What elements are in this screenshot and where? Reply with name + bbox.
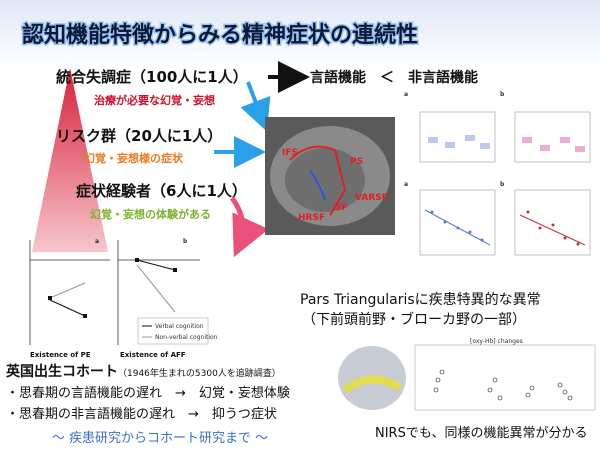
figure-label: [oxy-Hb] changes	[470, 338, 523, 345]
panel-label: a	[404, 181, 408, 188]
level-label: 統合失調症（100人に1人）	[56, 68, 248, 86]
panel-label: a	[404, 91, 408, 98]
cohort-name: 英国出生コホート	[5, 363, 118, 380]
level-label: 症状経験者（6人に1人）	[76, 182, 247, 200]
brain-label: HRSF	[298, 213, 325, 223]
cohort-note: （1946年生まれの5300人を追跡調査）	[118, 367, 281, 379]
level-note: 治療が必要な幻覚・妄想	[94, 93, 215, 107]
panel-label: b	[500, 181, 505, 188]
finding: Pars Triangularisに疾患特異的な異常	[300, 292, 541, 308]
axis-label: Existence of AFF	[120, 351, 186, 359]
brain-label: SF	[335, 203, 348, 213]
brain-image: IFS PS SF HRSF VARSF	[265, 117, 395, 235]
cohort-item: ・思春期の言語機能の遅れ → 幻覚・妄想体験	[6, 385, 290, 401]
panel-label: a	[95, 238, 99, 245]
cohort-footer: 〜 疾患研究からコホート研究まで 〜	[52, 431, 268, 446]
left-figure: a b Existence of PE Existence of AFF Ver…	[29, 238, 218, 359]
caption: NIRSでも、同様の機能異常が分かる	[375, 426, 587, 441]
legend-label: Non-verbal cognition	[155, 334, 218, 341]
brain-label: PS	[350, 157, 363, 167]
panel-label: b	[500, 91, 505, 98]
level-note: 幻覚・妄想の体験がある	[90, 207, 211, 221]
cohort-item: ・思春期の非言語機能の遅れ → 抑うつ症状	[6, 406, 277, 422]
brain-label: IFS	[282, 148, 298, 158]
legend-label: Verbal cognition	[155, 323, 204, 330]
title: 認知機能特徴からみる精神症状の連続性	[22, 22, 418, 48]
axis-label: Existence of PE	[30, 351, 91, 359]
arrow	[240, 81, 271, 132]
panel-label: b	[183, 238, 188, 245]
level-label: リスク群（20人に1人）	[56, 127, 222, 145]
finding: （下前頭前野・ブローカ野の一部）	[302, 311, 526, 328]
level-note: 幻覚・妄想様の症状	[84, 151, 184, 165]
comparison: 言語機能 ＜ 非言語機能	[310, 69, 478, 86]
pyramid	[32, 68, 108, 252]
brain-label: VARSF	[355, 193, 388, 203]
right-figure: a b a b	[402, 88, 595, 274]
arrow	[229, 196, 269, 258]
cohort-title: 英国出生コホート（1946年生まれの5300人を追跡調査）	[5, 363, 281, 380]
nirs-figure: [oxy-Hb] changes	[338, 338, 596, 411]
